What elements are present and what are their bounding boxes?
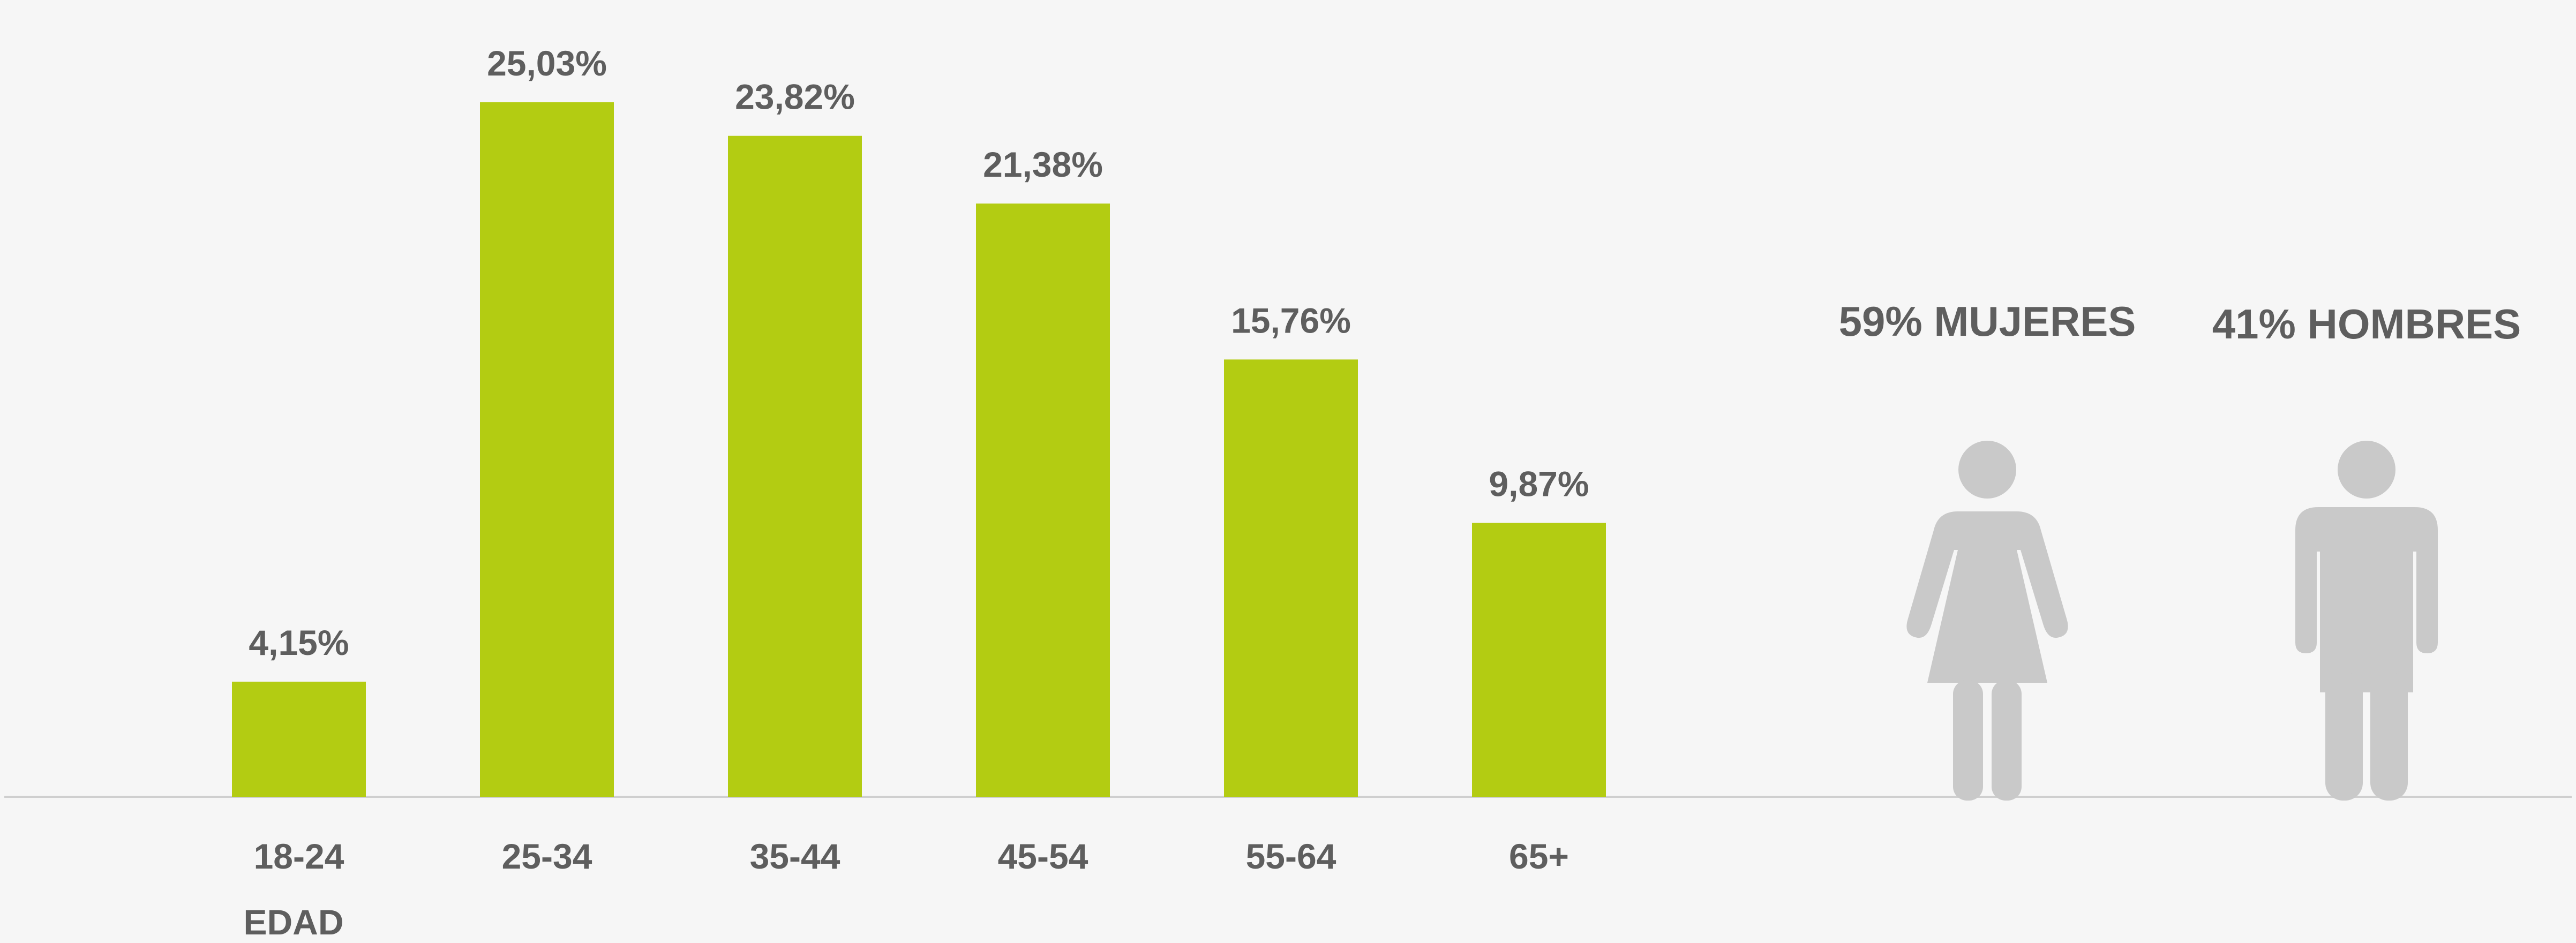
- bar-18-24: [232, 681, 366, 797]
- x-tick-label-45-54: 45-54: [998, 836, 1088, 876]
- x-tick-label-25-34: 25-34: [502, 836, 592, 876]
- data-label-18-24: 4,15%: [249, 623, 349, 662]
- x-axis-title: EDAD: [243, 902, 343, 942]
- bar-65+: [1472, 523, 1606, 797]
- x-tick-label-18-24: 18-24: [254, 836, 344, 876]
- female-person-icon: [1906, 441, 2068, 801]
- data-label-65+: 9,87%: [1489, 464, 1589, 504]
- data-label-55-64: 15,76%: [1231, 300, 1351, 340]
- data-label-35-44: 23,82%: [735, 77, 855, 117]
- x-tick-label-55-64: 55-64: [1246, 836, 1336, 876]
- bar-45-54: [976, 203, 1110, 797]
- bar-35-44: [728, 135, 862, 797]
- men-share-label: 41% HOMBRES: [2212, 300, 2521, 348]
- data-label-45-54: 21,38%: [983, 145, 1103, 184]
- data-label-25-34: 25,03%: [487, 43, 607, 83]
- bar-55-64: [1224, 359, 1358, 797]
- x-tick-label-35-44: 35-44: [750, 836, 840, 876]
- male-person-icon: [2295, 441, 2438, 801]
- x-tick-label-65+: 65+: [1509, 836, 1569, 876]
- women-share-label: 59% MUJERES: [1838, 298, 2136, 345]
- bar-25-34: [480, 102, 614, 797]
